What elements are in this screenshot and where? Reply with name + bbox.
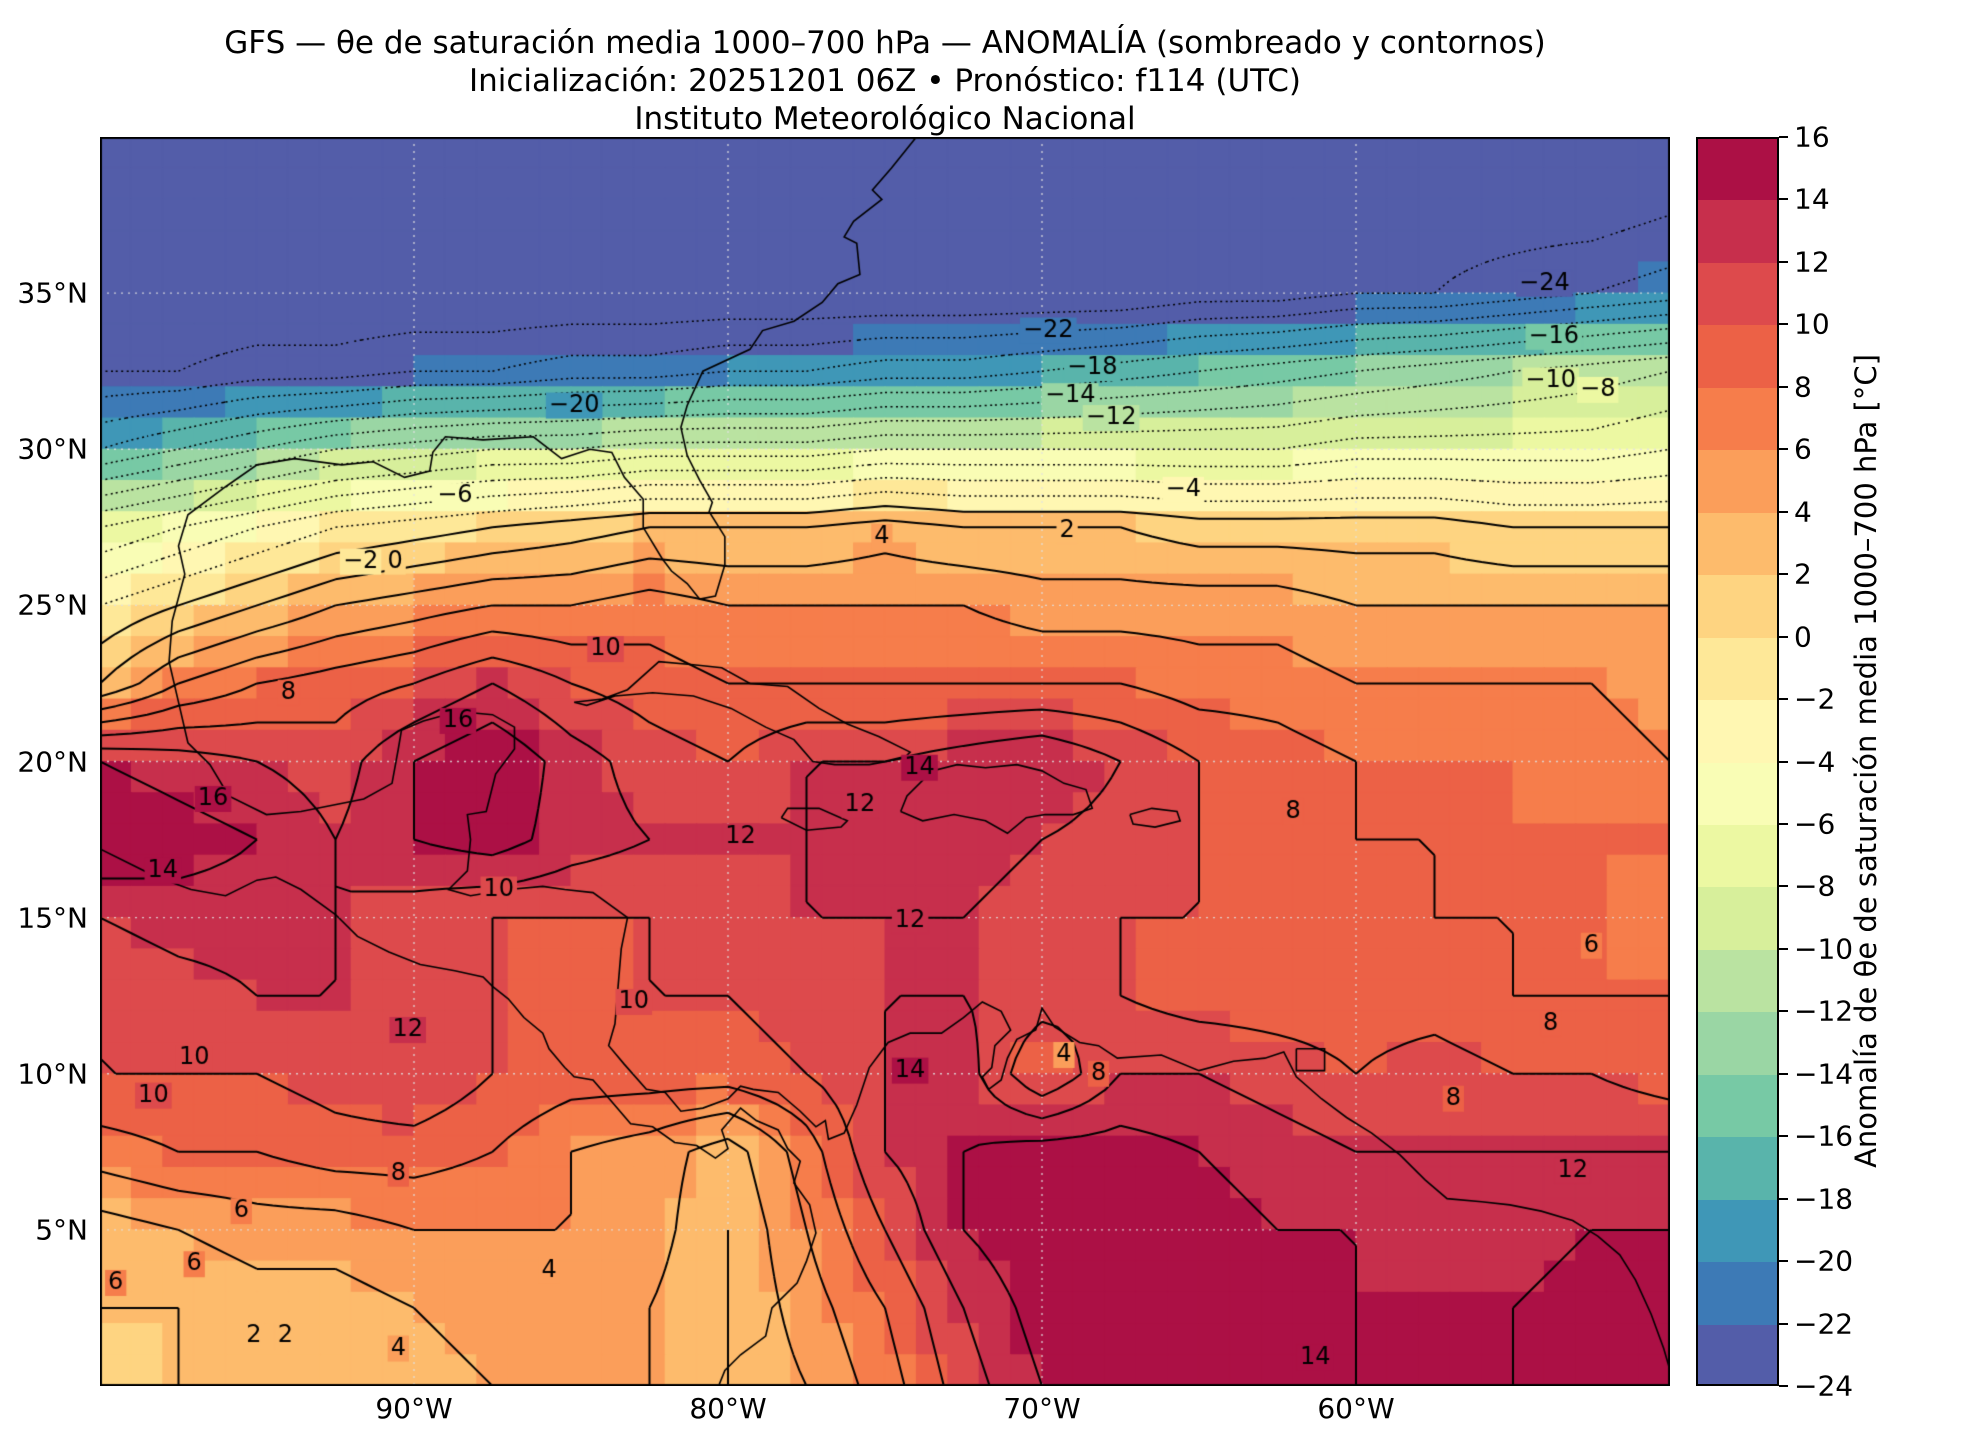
- colorbar-segment: [1698, 1137, 1777, 1202]
- colorbar-segment: [1698, 1199, 1777, 1264]
- map-plot: [100, 137, 1670, 1386]
- colorbar-segment: [1698, 575, 1777, 640]
- colorbar-tick: [1779, 760, 1788, 763]
- colorbar-tick-label: 0: [1794, 620, 1812, 654]
- x-tick-label: 60°W: [1317, 1392, 1395, 1425]
- colorbar-segment: [1698, 1074, 1777, 1139]
- colorbar-tick: [1779, 1072, 1788, 1075]
- colorbar-tick-label: 6: [1794, 432, 1812, 466]
- chart-subtitle: Inicialización: 20251201 06Z • Pronóstic…: [468, 63, 1302, 99]
- colorbar-tick: [1779, 635, 1788, 638]
- title-block: GFS — θe de saturación media 1000–700 hP…: [100, 24, 1670, 138]
- colorbar-tick-label: 14: [1794, 182, 1830, 216]
- colorbar-tick: [1779, 573, 1788, 576]
- colorbar-segment: [1698, 325, 1777, 390]
- colorbar-tick-label: −18: [1794, 1182, 1854, 1216]
- chart-institution: Instituto Meteorológico Nacional: [634, 101, 1136, 137]
- colorbar-segment: [1698, 450, 1777, 515]
- colorbar-tick: [1779, 1010, 1788, 1013]
- colorbar: [1696, 137, 1779, 1386]
- y-tick-label: 20°N: [17, 745, 88, 778]
- y-tick-label: 10°N: [17, 1057, 88, 1091]
- colorbar-segment: [1698, 262, 1777, 327]
- colorbar-tick-label: −4: [1794, 745, 1836, 778]
- colorbar-tick-label: −24: [1794, 1369, 1854, 1403]
- colorbar-tick-label: −20: [1794, 1244, 1854, 1278]
- x-tick-label: 90°W: [375, 1392, 453, 1425]
- y-tick-label: 15°N: [17, 901, 88, 935]
- colorbar-tick-label: 12: [1794, 245, 1830, 279]
- colorbar-tick: [1779, 510, 1788, 513]
- colorbar-segment: [1698, 1324, 1777, 1384]
- colorbar-tick: [1779, 1322, 1788, 1325]
- colorbar-tick-label: −6: [1794, 807, 1836, 841]
- colorbar-tick-label: −22: [1794, 1307, 1854, 1341]
- colorbar-tick-label: −2: [1794, 682, 1836, 716]
- colorbar-label: Anomalía de θe de saturación media 1000–…: [1849, 354, 1883, 1168]
- colorbar-segment: [1698, 949, 1777, 1014]
- colorbar-segment: [1698, 200, 1777, 265]
- colorbar-tick: [1779, 198, 1788, 201]
- y-tick-label: 25°N: [17, 588, 88, 622]
- colorbar-tick-label: −16: [1794, 1119, 1854, 1153]
- colorbar-tick: [1779, 1385, 1788, 1387]
- colorbar-tick: [1779, 323, 1788, 326]
- colorbar-tick: [1779, 136, 1788, 138]
- colorbar-tick: [1779, 260, 1788, 263]
- x-tick-label: 80°W: [689, 1392, 767, 1425]
- colorbar-tick: [1779, 885, 1788, 888]
- colorbar-segment: [1698, 1012, 1777, 1077]
- colorbar-segment: [1698, 824, 1777, 889]
- y-tick-label: 30°N: [17, 432, 88, 466]
- colorbar-segment: [1698, 512, 1777, 577]
- colorbar-tick: [1779, 1135, 1788, 1138]
- colorbar-segment: [1698, 762, 1777, 827]
- y-tick-label: 35°N: [17, 276, 88, 310]
- colorbar-tick: [1779, 822, 1788, 825]
- chart-title: GFS — θe de saturación media 1000–700 hP…: [224, 25, 1546, 61]
- colorbar-tick-label: −12: [1794, 994, 1854, 1028]
- colorbar-tick-label: 10: [1794, 307, 1830, 341]
- colorbar-segment: [1698, 139, 1777, 202]
- colorbar-tick-label: 16: [1794, 120, 1830, 154]
- colorbar-segment: [1698, 387, 1777, 452]
- colorbar-tick-label: −14: [1794, 1057, 1854, 1091]
- colorbar-tick: [1779, 698, 1788, 701]
- colorbar-tick-label: 2: [1794, 557, 1812, 591]
- colorbar-tick: [1779, 1260, 1788, 1263]
- colorbar-tick-label: −10: [1794, 932, 1854, 966]
- colorbar-segment: [1698, 1262, 1777, 1327]
- colorbar-tick-label: 4: [1794, 495, 1812, 529]
- y-tick-label: 5°N: [35, 1213, 88, 1247]
- colorbar-segment: [1698, 700, 1777, 764]
- colorbar-tick: [1779, 448, 1788, 451]
- colorbar-tick: [1779, 947, 1788, 950]
- colorbar-tick: [1779, 385, 1788, 388]
- colorbar-tick-label: 8: [1794, 370, 1812, 404]
- x-tick-label: 70°W: [1003, 1392, 1081, 1425]
- colorbar-segment: [1698, 887, 1777, 952]
- colorbar-segment: [1698, 637, 1777, 702]
- colorbar-tick: [1779, 1197, 1788, 1200]
- colorbar-tick-label: −8: [1794, 869, 1836, 903]
